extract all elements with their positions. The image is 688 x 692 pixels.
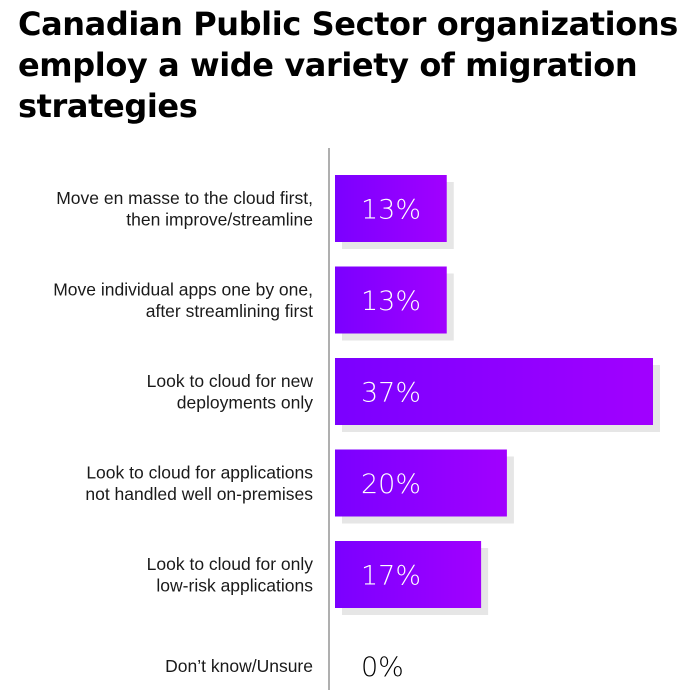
labels-layer: 13% Move en masse to the cloud first, then… <box>53 188 421 683</box>
bar <box>335 175 447 242</box>
category-label: Move individual apps one by one, after st… <box>53 279 313 321</box>
category-label: Move en masse to the cloud first, then im… <box>56 188 313 230</box>
chart-title: Canadian Public Sector organizations emp… <box>18 5 678 125</box>
category-label: Look to cloud for only low-risk applicati… <box>147 554 314 596</box>
value-label: 13% <box>361 286 421 317</box>
bar <box>335 358 653 425</box>
bar <box>335 266 447 334</box>
bar <box>335 449 507 517</box>
value-label: 17% <box>361 561 421 592</box>
category-label: Don’t know/Unsure <box>165 656 313 676</box>
category-label: Look to cloud for applications not handle… <box>85 462 313 504</box>
bar <box>335 541 482 608</box>
value-label: 13% <box>361 195 421 226</box>
value-label: 0% <box>361 652 404 683</box>
category-label: Look to cloud for new deployments only <box>147 371 314 413</box>
bars-layer <box>335 175 660 615</box>
value-label: 20% <box>361 469 421 500</box>
value-label: 37% <box>361 378 421 409</box>
